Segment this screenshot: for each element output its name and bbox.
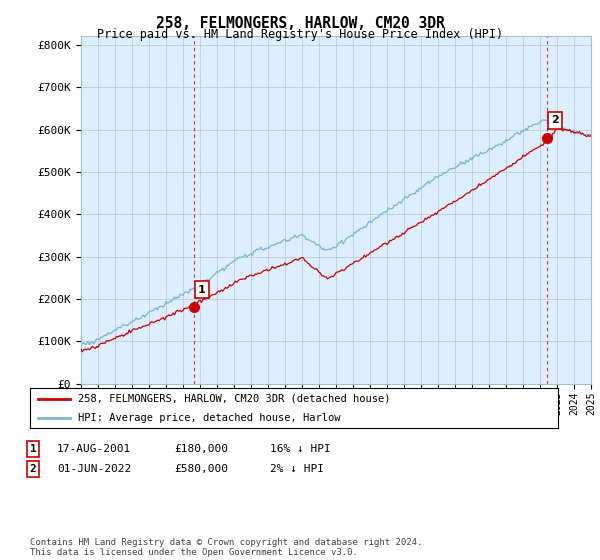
- Text: HPI: Average price, detached house, Harlow: HPI: Average price, detached house, Harl…: [77, 413, 340, 423]
- Text: 17-AUG-2001: 17-AUG-2001: [57, 444, 131, 454]
- Text: 258, FELMONGERS, HARLOW, CM20 3DR: 258, FELMONGERS, HARLOW, CM20 3DR: [155, 16, 445, 31]
- Text: 1: 1: [198, 284, 206, 295]
- Text: 2% ↓ HPI: 2% ↓ HPI: [270, 464, 324, 474]
- Text: 2: 2: [551, 115, 559, 125]
- Text: Contains HM Land Registry data © Crown copyright and database right 2024.
This d: Contains HM Land Registry data © Crown c…: [30, 538, 422, 557]
- Text: 2: 2: [29, 464, 37, 474]
- Text: Price paid vs. HM Land Registry's House Price Index (HPI): Price paid vs. HM Land Registry's House …: [97, 28, 503, 41]
- Text: 16% ↓ HPI: 16% ↓ HPI: [270, 444, 331, 454]
- Text: £180,000: £180,000: [174, 444, 228, 454]
- Text: £580,000: £580,000: [174, 464, 228, 474]
- Text: 258, FELMONGERS, HARLOW, CM20 3DR (detached house): 258, FELMONGERS, HARLOW, CM20 3DR (detac…: [77, 394, 390, 404]
- Text: 1: 1: [29, 444, 37, 454]
- Text: 01-JUN-2022: 01-JUN-2022: [57, 464, 131, 474]
